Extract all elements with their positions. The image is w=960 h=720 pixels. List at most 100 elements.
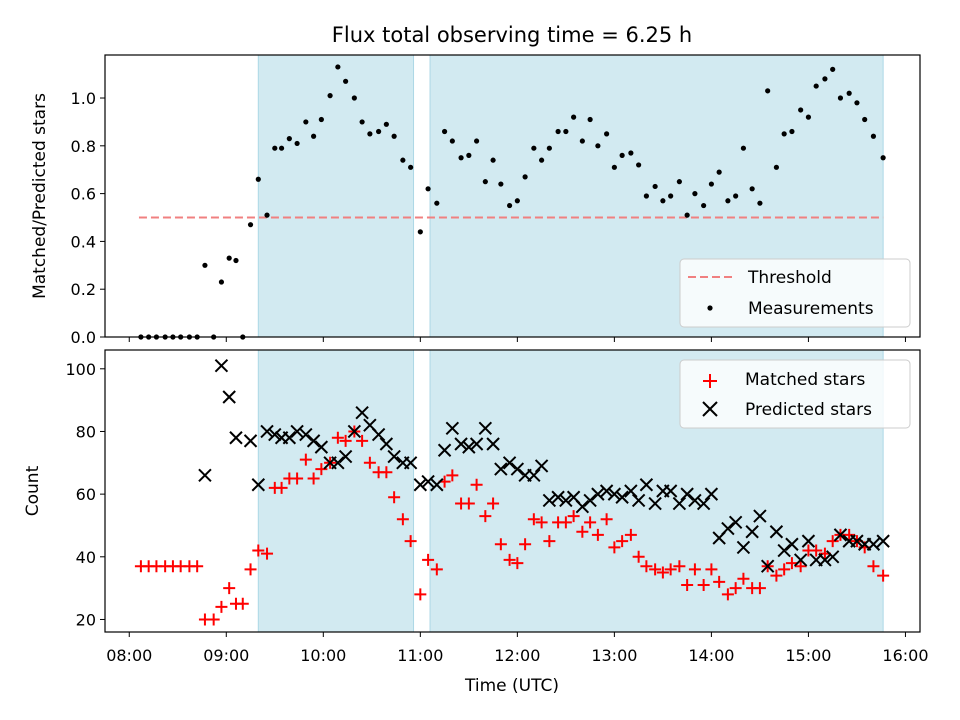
matched-star-point xyxy=(753,582,766,595)
predicted-star-point xyxy=(736,540,751,555)
legend-measurements-label: Measurements xyxy=(748,299,874,319)
predicted-star-point xyxy=(299,427,313,442)
top-y-tick-label: 0.0 xyxy=(71,328,96,347)
matched-star-point xyxy=(430,563,443,576)
measurement-point xyxy=(692,191,698,197)
predicted-star-point xyxy=(639,478,654,492)
measurement-point xyxy=(740,145,747,151)
bottom-shade-band-0 xyxy=(257,349,415,633)
matched-star-point xyxy=(681,579,694,591)
predicted-star-point xyxy=(680,487,694,501)
measurement-point xyxy=(449,138,455,144)
predicted-star-point xyxy=(745,525,759,539)
measurement-point xyxy=(563,128,569,135)
measurement-point xyxy=(546,145,552,151)
bottom-x-ticks: 08:00 09:00 10:00 11:00 12:00 13:00 14:00 15:00… xyxy=(106,632,929,665)
measurement-point xyxy=(555,128,561,135)
matched-star-point xyxy=(721,588,734,601)
matched-star-point xyxy=(207,613,220,626)
predicted-star-point xyxy=(462,440,476,454)
matched-star-point xyxy=(559,516,572,529)
bottom-y-tick-label: 80 xyxy=(76,422,96,441)
predicted-star-point xyxy=(413,478,428,492)
bottom-x-tick-label: 08:00 xyxy=(106,646,152,665)
measurement-point xyxy=(376,128,382,135)
bottom-x-tick-label: 14:00 xyxy=(688,646,734,665)
measurement-point xyxy=(264,212,270,218)
matched-star-point xyxy=(422,553,435,566)
predicted-star-point xyxy=(371,427,386,442)
predicted-star-point xyxy=(379,437,394,451)
predicted-star-point xyxy=(721,521,735,536)
matched-star-point xyxy=(404,535,417,548)
predicted-star-point xyxy=(866,537,881,551)
matched-star-point xyxy=(640,560,653,573)
matched-star-point xyxy=(535,516,548,529)
matched-star-point xyxy=(396,513,409,526)
legend-matched-label: Matched stars xyxy=(745,370,865,390)
matched-star-point xyxy=(252,544,265,557)
matched-star-point xyxy=(223,582,236,595)
legend-measurements-swatch xyxy=(707,305,713,311)
predicted-star-point xyxy=(222,390,236,404)
matched-star-point xyxy=(494,538,507,551)
matched-star-point xyxy=(363,456,376,469)
measurement-point xyxy=(765,88,771,94)
measurement-point xyxy=(749,186,755,192)
predicted-star-point xyxy=(494,462,508,476)
measurement-point xyxy=(383,121,389,127)
matched-star-point xyxy=(632,550,645,563)
measurement-point xyxy=(805,114,812,120)
matched-star-point xyxy=(778,563,791,576)
bottom-y-tick-label: 40 xyxy=(76,548,96,567)
matched-star-point xyxy=(867,560,880,573)
matched-star-point xyxy=(729,582,742,595)
matched-star-point xyxy=(697,579,710,591)
predicted-star-point xyxy=(591,487,605,501)
measurement-point xyxy=(218,279,225,285)
bottom-y-tick-label: 20 xyxy=(76,610,96,629)
matched-star-point xyxy=(511,557,524,570)
matched-star-point xyxy=(470,478,483,491)
measurement-point xyxy=(351,95,357,101)
predicted-star-point xyxy=(403,456,418,470)
matched-star-point xyxy=(339,434,352,447)
matched-star-point xyxy=(191,560,204,573)
top-measurement-points xyxy=(138,64,886,340)
predicted-star-point xyxy=(387,449,401,464)
measurement-point xyxy=(294,140,300,147)
matched-star-point xyxy=(527,513,540,526)
matched-star-point xyxy=(299,453,312,466)
measurement-point xyxy=(335,64,341,70)
matched-star-point xyxy=(616,535,629,548)
predicted-star-point xyxy=(833,528,848,542)
matched-star-point xyxy=(261,547,274,560)
measurement-point xyxy=(725,198,731,204)
predicted-star-point xyxy=(214,358,229,373)
matched-star-point xyxy=(446,469,459,482)
predicted-star-point xyxy=(599,484,614,498)
measurement-point xyxy=(781,131,787,137)
predicted-star-point xyxy=(876,534,890,548)
predicted-star-point xyxy=(454,437,468,451)
matched-star-point xyxy=(356,434,369,447)
measurement-point xyxy=(571,114,577,120)
matched-star-point xyxy=(307,472,320,485)
predicted-star-point xyxy=(624,484,638,498)
bottom-x-tick-label: 16:00 xyxy=(882,646,928,665)
top-y-tick-label: 0.4 xyxy=(71,232,96,251)
predicted-star-point xyxy=(198,468,212,483)
matched-star-point xyxy=(331,431,344,444)
top-y-tick-label: 0.6 xyxy=(71,185,96,204)
measurement-point xyxy=(490,157,496,163)
predicted-star-point xyxy=(251,478,266,492)
measurement-point xyxy=(708,181,714,187)
matched-star-point xyxy=(462,497,475,510)
measurement-point xyxy=(425,186,431,192)
measurement-point xyxy=(318,116,324,123)
measurement-point xyxy=(531,145,537,151)
bottom-axes-frame xyxy=(104,349,921,633)
matched-star-point xyxy=(591,528,604,541)
top-y-tick-label: 0.8 xyxy=(71,137,96,156)
